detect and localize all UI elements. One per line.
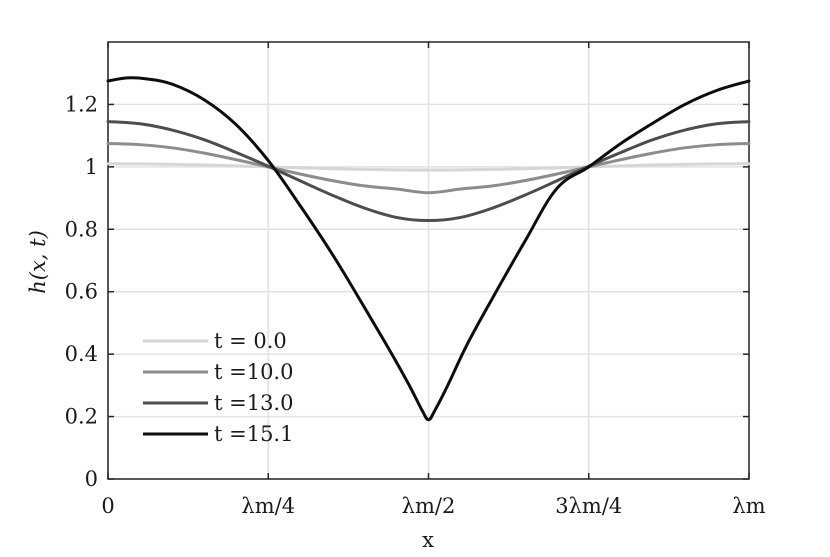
series-lines: [106, 76, 751, 422]
series-line-2: [106, 120, 751, 223]
series-line-3: [106, 76, 751, 422]
x-tick-label: 3λm/4: [555, 494, 622, 518]
y-tick-label: 0.8: [65, 217, 98, 241]
y-tick-label: 1: [85, 155, 98, 179]
legend-label-3: t =15.1: [214, 422, 293, 446]
x-tick-labels: 0 λm/4 λm/2 3λm/4 λm: [101, 494, 765, 518]
y-tick-label: 0: [85, 467, 98, 491]
legend-label-1: t =10.0: [214, 360, 293, 384]
y-tick-label: 0.6: [65, 280, 98, 304]
series-line-0: [106, 162, 751, 172]
tick-marks: [107, 42, 750, 480]
grid: [107, 42, 750, 480]
legend-label-0: t = 0.0: [214, 329, 287, 353]
x-tick-label: λm/2: [402, 494, 456, 518]
x-tick-label: λm: [732, 494, 765, 518]
y-tick-label: 1.2: [65, 92, 98, 116]
x-tick-label: λm/4: [241, 494, 295, 518]
x-axis-label: x: [422, 528, 434, 552]
y-tick-label: 0.4: [65, 342, 98, 366]
y-tick-labels: 0 0.2 0.4 0.6 0.8 1 1.2: [65, 92, 98, 491]
series-line-1: [106, 141, 751, 195]
y-tick-label: 0.2: [65, 405, 98, 429]
legend-label-2: t =13.0: [214, 391, 293, 415]
x-tick-label: 0: [101, 494, 114, 518]
legend: t = 0.0 t =10.0 t =13.0 t =15.1: [143, 329, 293, 446]
y-axis-label: h(x, t): [26, 230, 50, 294]
